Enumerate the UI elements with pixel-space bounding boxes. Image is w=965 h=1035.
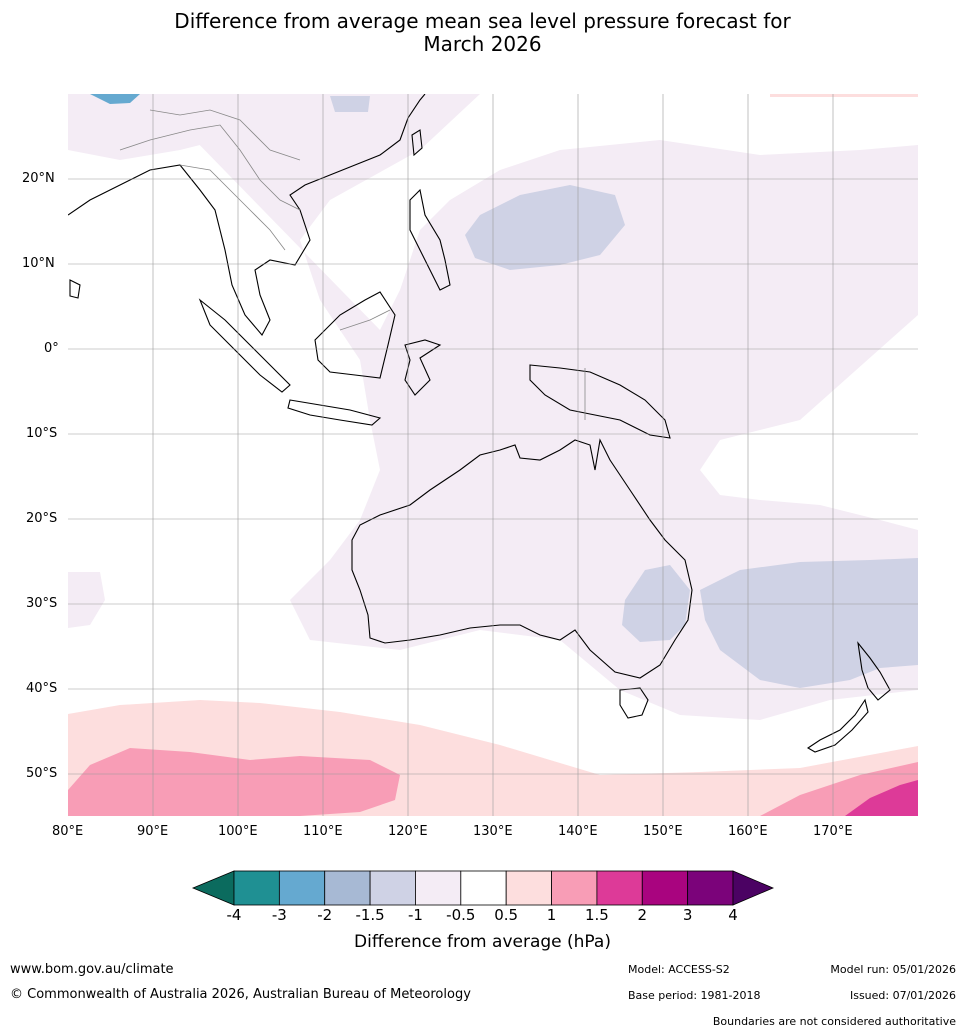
lat-label: 20°N bbox=[22, 171, 55, 186]
colorbar-svg bbox=[191, 870, 775, 906]
taiwan-coastline bbox=[411, 129, 423, 157]
colorbar-left-arrow bbox=[191, 870, 235, 906]
country-boundaries bbox=[119, 109, 586, 420]
lon-label: 100°E bbox=[218, 824, 258, 839]
lon-label: 160°E bbox=[728, 824, 768, 839]
anomaly-region-weak-negative-west bbox=[68, 572, 105, 628]
colorbar-cell bbox=[415, 870, 462, 906]
footer-disclaimer: Boundaries are not considered authoritat… bbox=[712, 1015, 956, 1028]
anomaly-region-moderate-positive bbox=[68, 748, 400, 816]
asia-mainland-coastline bbox=[68, 94, 426, 336]
colorbar-tick-label: 4 bbox=[728, 906, 738, 924]
lon-label: 110°E bbox=[303, 824, 343, 839]
colorbar-title: Difference from average (hPa) bbox=[354, 932, 611, 952]
new-zealand-south-coastline bbox=[806, 698, 869, 753]
coastlines bbox=[68, 94, 891, 753]
boundary-line bbox=[119, 124, 301, 211]
lat-label: 10°S bbox=[26, 426, 58, 441]
new-zealand-north-coastline bbox=[857, 641, 891, 701]
lon-label: 170°E bbox=[813, 824, 853, 839]
colorbar-tick-label: -0.5 bbox=[446, 906, 476, 924]
colorbar-cell bbox=[505, 870, 552, 906]
lon-label: 120°E bbox=[388, 824, 428, 839]
new-guinea-coastline bbox=[529, 364, 671, 439]
map-panel: 20°N 10°N 0° 10°S 20°S 30°S 40°S 50°S 80… bbox=[22, 94, 918, 839]
page-title: Difference from average mean sea level p… bbox=[0, 10, 965, 56]
colorbar-cell bbox=[324, 870, 371, 906]
lon-label: 80°E bbox=[52, 824, 84, 839]
footer-issued: Issued: 07/01/2026 bbox=[849, 989, 956, 1002]
colorbar-tick-label: 1 bbox=[546, 906, 557, 924]
australia-coastline bbox=[351, 438, 693, 679]
boundary-line bbox=[339, 309, 391, 331]
boundary-line bbox=[149, 109, 301, 161]
anomaly-region-weak-positive-ne bbox=[770, 94, 918, 97]
colorbar-tick-label: 0.5 bbox=[494, 906, 519, 924]
colorbar-cell bbox=[551, 870, 598, 906]
lat-label: 20°S bbox=[26, 511, 58, 526]
anomaly-region-moderate-negative-north bbox=[465, 185, 625, 270]
colorbar-tick-label: 1.5 bbox=[584, 906, 609, 924]
title-line-2: March 2026 bbox=[423, 32, 542, 56]
gridlines bbox=[68, 94, 918, 816]
footer-model: Model: ACCESS-S2 bbox=[628, 963, 730, 976]
tasmania-coastline bbox=[619, 687, 649, 719]
colorbar-cell bbox=[641, 870, 689, 906]
colorbar-cell bbox=[278, 870, 326, 906]
colorbar: -4 -3 -2 -1.5 -1 -0.5 0.5 1 1.5 2 3 4 bbox=[0, 868, 965, 958]
anomaly-region-moderate-negative-coast bbox=[622, 565, 690, 642]
colorbar-tick-label: -1 bbox=[407, 906, 423, 924]
colorbar-cell bbox=[596, 870, 643, 906]
map-svg bbox=[68, 94, 918, 816]
footer-model-run: Model run: 05/01/2026 bbox=[830, 963, 956, 976]
lon-label: 130°E bbox=[473, 824, 513, 839]
java-coastline bbox=[287, 399, 382, 426]
lon-label: 150°E bbox=[643, 824, 683, 839]
colorbar-right-arrow bbox=[732, 870, 775, 906]
colorbar-cell bbox=[233, 870, 280, 906]
colorbar-tick-label: -3 bbox=[271, 906, 287, 924]
sri-lanka-coastline bbox=[69, 279, 81, 299]
title-line-1: Difference from average mean sea level p… bbox=[174, 9, 791, 33]
colorbar-tick-label: 2 bbox=[637, 906, 648, 924]
anomaly-region-moderate-negative-east bbox=[700, 558, 918, 688]
philippines-coastline bbox=[409, 188, 451, 291]
colorbar-tick-label: -1.5 bbox=[355, 906, 385, 924]
colorbar-tick-label: 3 bbox=[682, 906, 693, 924]
anomaly-region-weak-negative-north bbox=[68, 94, 240, 160]
colorbar-tick-label: -4 bbox=[226, 906, 242, 924]
colorbar-cell bbox=[687, 870, 734, 906]
borneo-coastline bbox=[314, 291, 396, 379]
footer-base-period: Base period: 1981-2018 bbox=[628, 989, 761, 1002]
lat-label: 40°S bbox=[26, 681, 58, 696]
lon-label: 140°E bbox=[558, 824, 598, 839]
anomaly-region-weak-negative bbox=[150, 94, 918, 720]
anomaly-region-moderate-negative-topmid bbox=[330, 96, 370, 112]
colorbar-cell bbox=[460, 870, 507, 906]
lat-label: 30°S bbox=[26, 596, 58, 611]
lat-label: 10°N bbox=[22, 256, 55, 271]
colorbar-tick-label: -2 bbox=[317, 906, 333, 924]
footer-url[interactable]: www.bom.gov.au/climate bbox=[10, 962, 174, 977]
anomaly-region-strong-positive bbox=[845, 780, 918, 816]
lat-label: 50°S bbox=[26, 766, 58, 781]
boundary-line bbox=[179, 164, 286, 251]
lat-label: 0° bbox=[44, 341, 59, 356]
footer-copyright: © Commonwealth of Australia 2026, Austra… bbox=[10, 987, 471, 1002]
sumatra-coastline bbox=[198, 298, 291, 393]
lon-label: 90°E bbox=[137, 824, 169, 839]
colorbar-cell bbox=[369, 870, 416, 906]
sulawesi-coastline bbox=[404, 339, 442, 396]
anomaly-region-moderate-negative-topleft bbox=[90, 94, 140, 104]
